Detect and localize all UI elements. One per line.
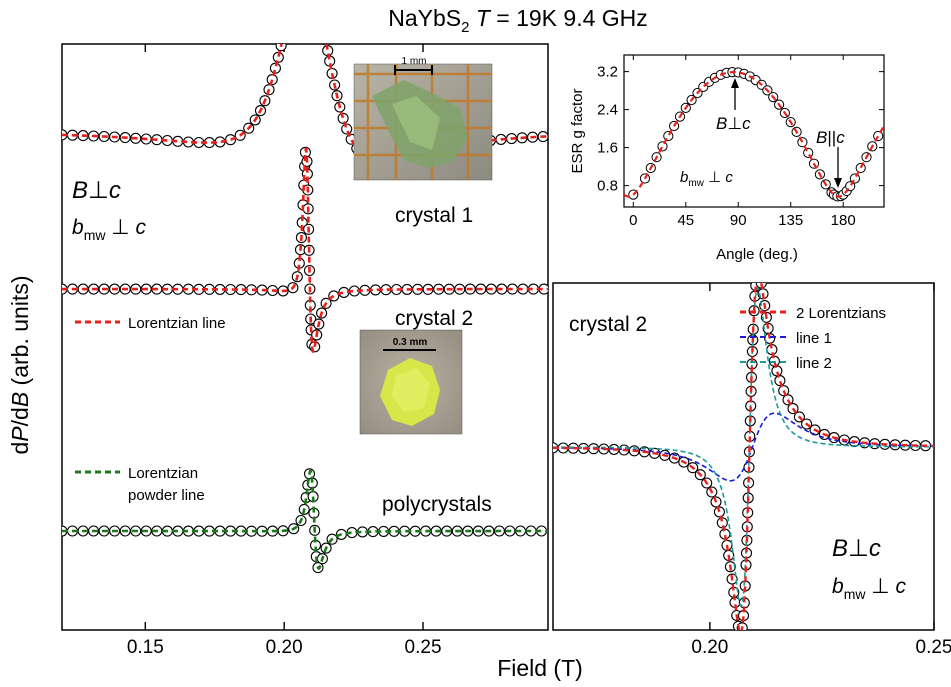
- right-legend-label: line 2: [796, 355, 832, 372]
- data-point-crystal1: [283, 9, 293, 19]
- inset-data-point: [797, 137, 808, 148]
- inset-bpar-label: B||c: [816, 128, 845, 147]
- left-panel-frame: [61, 43, 549, 631]
- crystal2-photo: 0.3 mm: [359, 329, 463, 435]
- right-mw-label: bmw ⊥ c: [832, 575, 906, 602]
- inset-data-point: [873, 130, 884, 142]
- left-x-tick-label: 0.25: [405, 637, 442, 658]
- scale-bar-1mm: 1 mm: [402, 56, 427, 67]
- left-x-tick-label: 0.15: [127, 637, 164, 658]
- data-point-crystal1: [281, 20, 291, 30]
- legend-lorentzian-line: Lorentzian line: [75, 315, 226, 332]
- inset-arrow-bpar: [834, 147, 842, 188]
- inset-data-point: [803, 147, 814, 158]
- right-curves: [553, 270, 934, 630]
- crystal2-label: crystal 2: [395, 307, 473, 330]
- legend-lorentzian-powder-label-1: Lorentzian: [128, 465, 198, 482]
- right-x-tick-label: 0.20: [691, 637, 728, 658]
- right-legend-label: line 1: [796, 330, 832, 347]
- right-legend: 2 Lorentzians line 1 line 2: [740, 305, 886, 372]
- data-point-crystal1: [279, 30, 289, 40]
- left-x-ticks: 0.15 0.20 0.25: [127, 44, 442, 658]
- inset-y-tick-label: 3.2: [597, 64, 618, 81]
- data-point-right: [774, 375, 786, 387]
- left-orientation-label: B⊥c: [72, 177, 121, 204]
- inset-data-point: [849, 173, 861, 184]
- fit-line-1: [553, 412, 934, 482]
- left-panel: 0.15 0.20 0.25 1 mm 0.3 mm: [61, 0, 549, 658]
- right-x-ticks: 0.20 0.25: [691, 283, 951, 658]
- data-point-crystal1: [337, 112, 349, 124]
- data-point-crystal1: [319, 24, 329, 34]
- g-factor-inset: 0 45 90 135 180 0.8 1.6 2.4 3.2 ESR g factor Ang…: [569, 54, 885, 263]
- inset-y-tick-label: 0.8: [597, 178, 618, 195]
- x-axis-label: Field (T): [497, 655, 583, 681]
- inset-bperp-label: B⊥c: [716, 114, 751, 133]
- right-panel: 0.20 0.25 crystal 2 2 Lorentzians line 1 li…: [552, 270, 951, 658]
- right-crystal2-label: crystal 2: [569, 313, 647, 336]
- legend-lorentzian-powder-label-2: powder line: [128, 487, 205, 504]
- data-point-crystal1: [286, 0, 296, 8]
- fit-line-2: [553, 287, 934, 608]
- fit-line-crystal2: [62, 147, 548, 354]
- inset-data-point: [657, 141, 668, 152]
- inset-x-tick-label: 135: [778, 212, 803, 229]
- crystal1-photo: 1 mm: [353, 56, 493, 181]
- data-point-crystal1: [317, 14, 327, 24]
- inset-data-point: [663, 130, 674, 142]
- left-x-tick-label: 0.20: [266, 637, 303, 658]
- inset-ticks: 0 45 90 135 180 0.8 1.6 2.4 3.2: [597, 55, 884, 229]
- fit-line-polycrystals: [62, 469, 548, 571]
- data-point-crystal1: [275, 44, 287, 52]
- inset-mw-label: bmw ⊥ c: [680, 169, 733, 189]
- inset-x-label: Angle (deg.): [716, 246, 798, 263]
- data-point-crystal1: [341, 123, 353, 135]
- data-point-right: [713, 506, 725, 518]
- data-point-crystal1: [312, 0, 322, 1]
- scale-bar-0.3mm: 0.3 mm: [393, 337, 428, 348]
- inset-x-tick-label: 180: [831, 212, 856, 229]
- polycrystals-label: polycrystals: [382, 493, 492, 516]
- fit-2-lorentzians: [553, 283, 934, 630]
- inset-y-tick-label: 2.4: [597, 102, 618, 119]
- data-point-right: [753, 270, 763, 280]
- data-point-right: [771, 365, 783, 377]
- inset-x-tick-label: 0: [629, 212, 637, 229]
- inset-x-tick-label: 90: [730, 212, 747, 229]
- inset-x-tick-label: 45: [677, 212, 694, 229]
- figure-title: NaYbS2 T = 19K 9.4 GHz: [388, 5, 648, 36]
- inset-y-tick-label: 1.6: [597, 140, 618, 157]
- inset-data-point: [855, 162, 866, 174]
- data-point-crystal1: [314, 2, 324, 12]
- right-x-tick-label: 0.25: [916, 637, 951, 658]
- legend-lorentzian-line-label: Lorentzian line: [128, 315, 226, 332]
- right-orientation-label: B⊥c: [832, 535, 881, 562]
- inset-fit-line: [624, 71, 884, 198]
- inset-data: [624, 67, 884, 202]
- legend-lorentzian-powder: Lorentzian powder line: [75, 465, 205, 504]
- left-mw-label: bmw ⊥ c: [72, 216, 146, 243]
- inset-y-label: ESR g factor: [569, 88, 586, 173]
- inset-arrow-bperp: [731, 78, 739, 110]
- right-legend-label: 2 Lorentzians: [796, 305, 886, 322]
- y-axis-label: dP/dB (arb. units): [7, 276, 33, 455]
- crystal1-label: crystal 1: [395, 204, 473, 227]
- data-point-crystal1: [266, 74, 278, 86]
